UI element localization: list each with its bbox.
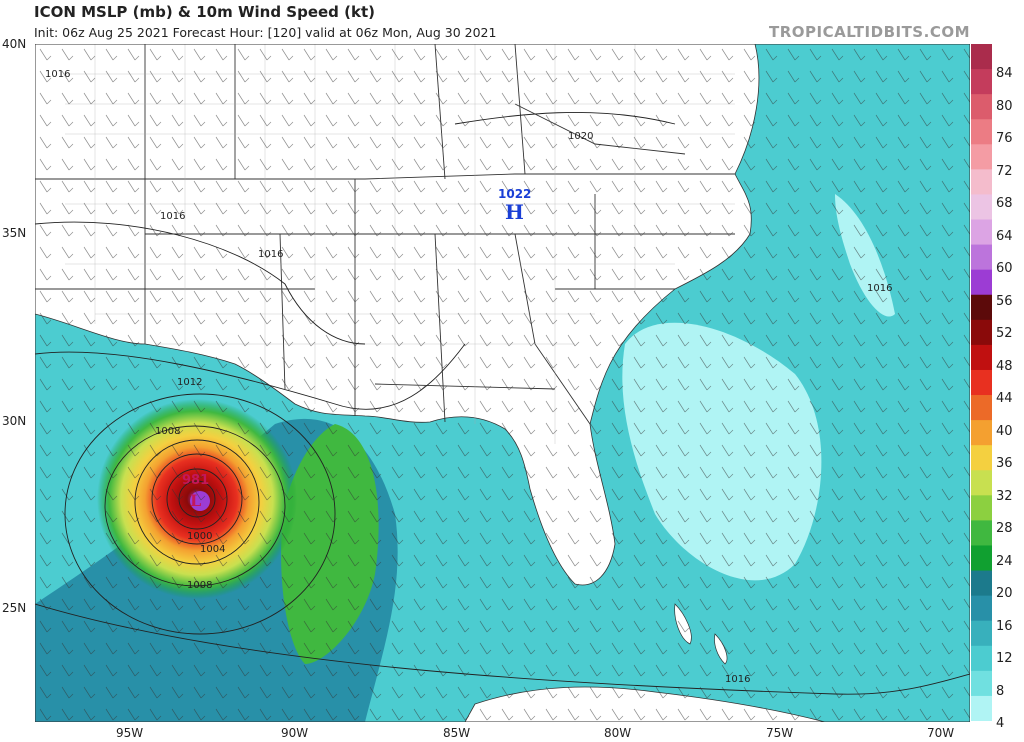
colorbar-swatch [971, 244, 992, 271]
colorbar-label: 32 [996, 488, 1013, 504]
brand-watermark: TROPICALTIDBITS.COM [769, 23, 970, 41]
colorbar-label: 8 [996, 683, 1005, 699]
colorbar-swatch [971, 670, 992, 697]
isobar-label: 1008 [155, 426, 180, 437]
high-pressure-marker: H [505, 200, 524, 224]
lat-label-30n: 30N [2, 414, 27, 428]
lat-label-25n: 25N [2, 601, 27, 615]
lat-label-40n: 40N [2, 37, 27, 51]
colorbar-label: 36 [996, 456, 1013, 471]
lon-label-70w: 70W [927, 726, 955, 740]
colorbar-label: 84 [996, 66, 1013, 81]
isobar-label: 1016 [867, 283, 892, 294]
isobar-label: 1012 [177, 377, 202, 388]
colorbar-label: 20 [996, 586, 1013, 601]
wind-speed-colorbar [971, 44, 992, 721]
weather-map[interactable]: 1016 1020 1016 1016 1012 1008 1000 1004 … [35, 44, 970, 722]
colorbar-swatch [971, 169, 992, 195]
colorbar-swatch [971, 420, 992, 446]
colorbar-swatch [971, 119, 992, 145]
lon-label-95w: 95W [116, 726, 144, 740]
colorbar-swatch [971, 194, 992, 221]
colorbar-swatch [971, 269, 992, 296]
colorbar-swatch [971, 445, 992, 471]
colorbar-swatch [971, 294, 992, 321]
isobar-label: 1008 [187, 580, 212, 591]
colorbar-swatch [971, 595, 992, 622]
lon-label-90w: 90W [281, 726, 309, 740]
colorbar-swatch [971, 545, 992, 572]
colorbar-swatch [971, 520, 992, 546]
isobars [35, 112, 970, 695]
lon-label-75w: 75W [766, 726, 794, 740]
colorbar-swatch [971, 470, 992, 496]
colorbar-label: 40 [996, 423, 1013, 439]
colorbar-label: 12 [996, 651, 1013, 666]
colorbar-swatch [971, 144, 992, 170]
colorbar-label: 4 [996, 716, 1005, 731]
isobar-label: 1004 [200, 544, 225, 555]
colorbar-swatch [971, 44, 992, 70]
isobar-label: 1020 [568, 131, 593, 142]
colorbar-label: 24 [996, 553, 1013, 569]
lon-label-80w: 80W [604, 726, 632, 740]
isobar-label: 1016 [258, 249, 283, 260]
low-pressure-marker: L [190, 491, 201, 510]
colorbar-swatch [971, 620, 992, 647]
colorbar-label: 52 [996, 326, 1013, 341]
colorbar-swatch [971, 695, 992, 721]
isobar-label: 1016 [160, 211, 185, 222]
lon-label-85w: 85W [443, 726, 471, 740]
colorbar-swatch [971, 94, 992, 120]
colorbar-swatch [971, 319, 992, 346]
colorbar-label: 68 [996, 196, 1013, 211]
colorbar-label: 48 [996, 358, 1013, 374]
colorbar-label: 56 [996, 293, 1013, 309]
colorbar-swatch [971, 495, 992, 521]
colorbar-label: 80 [996, 98, 1013, 114]
high-pressure-value: 1022 [498, 187, 531, 201]
wind-barbs [35, 44, 970, 722]
map-subtitle: Init: 06z Aug 25 2021 Forecast Hour: [12… [34, 25, 497, 40]
colorbar-swatch [971, 69, 992, 95]
isobar-label: 1000 [187, 531, 212, 542]
colorbar-swatch [971, 645, 992, 672]
colorbar-label: 44 [996, 391, 1013, 406]
colorbar-label: 64 [996, 228, 1013, 244]
colorbar-label: 28 [996, 521, 1013, 536]
colorbar-swatch [971, 570, 992, 597]
map-title: ICON MSLP (mb) & 10m Wind Speed (kt) [34, 3, 375, 21]
colorbar-label: 72 [996, 163, 1013, 179]
colorbar-swatch [971, 219, 992, 246]
colorbar-label: 16 [996, 618, 1013, 634]
colorbar-swatch [971, 344, 992, 371]
lat-label-35n: 35N [2, 226, 27, 240]
colorbar-label: 60 [996, 261, 1013, 276]
isobar-label: 1016 [725, 674, 750, 685]
colorbar-swatch [971, 395, 992, 421]
colorbar-label: 76 [996, 131, 1013, 146]
colorbar-swatch [971, 369, 992, 396]
low-pressure-value: 981 [182, 473, 209, 488]
isobar-label: 1016 [45, 69, 70, 80]
